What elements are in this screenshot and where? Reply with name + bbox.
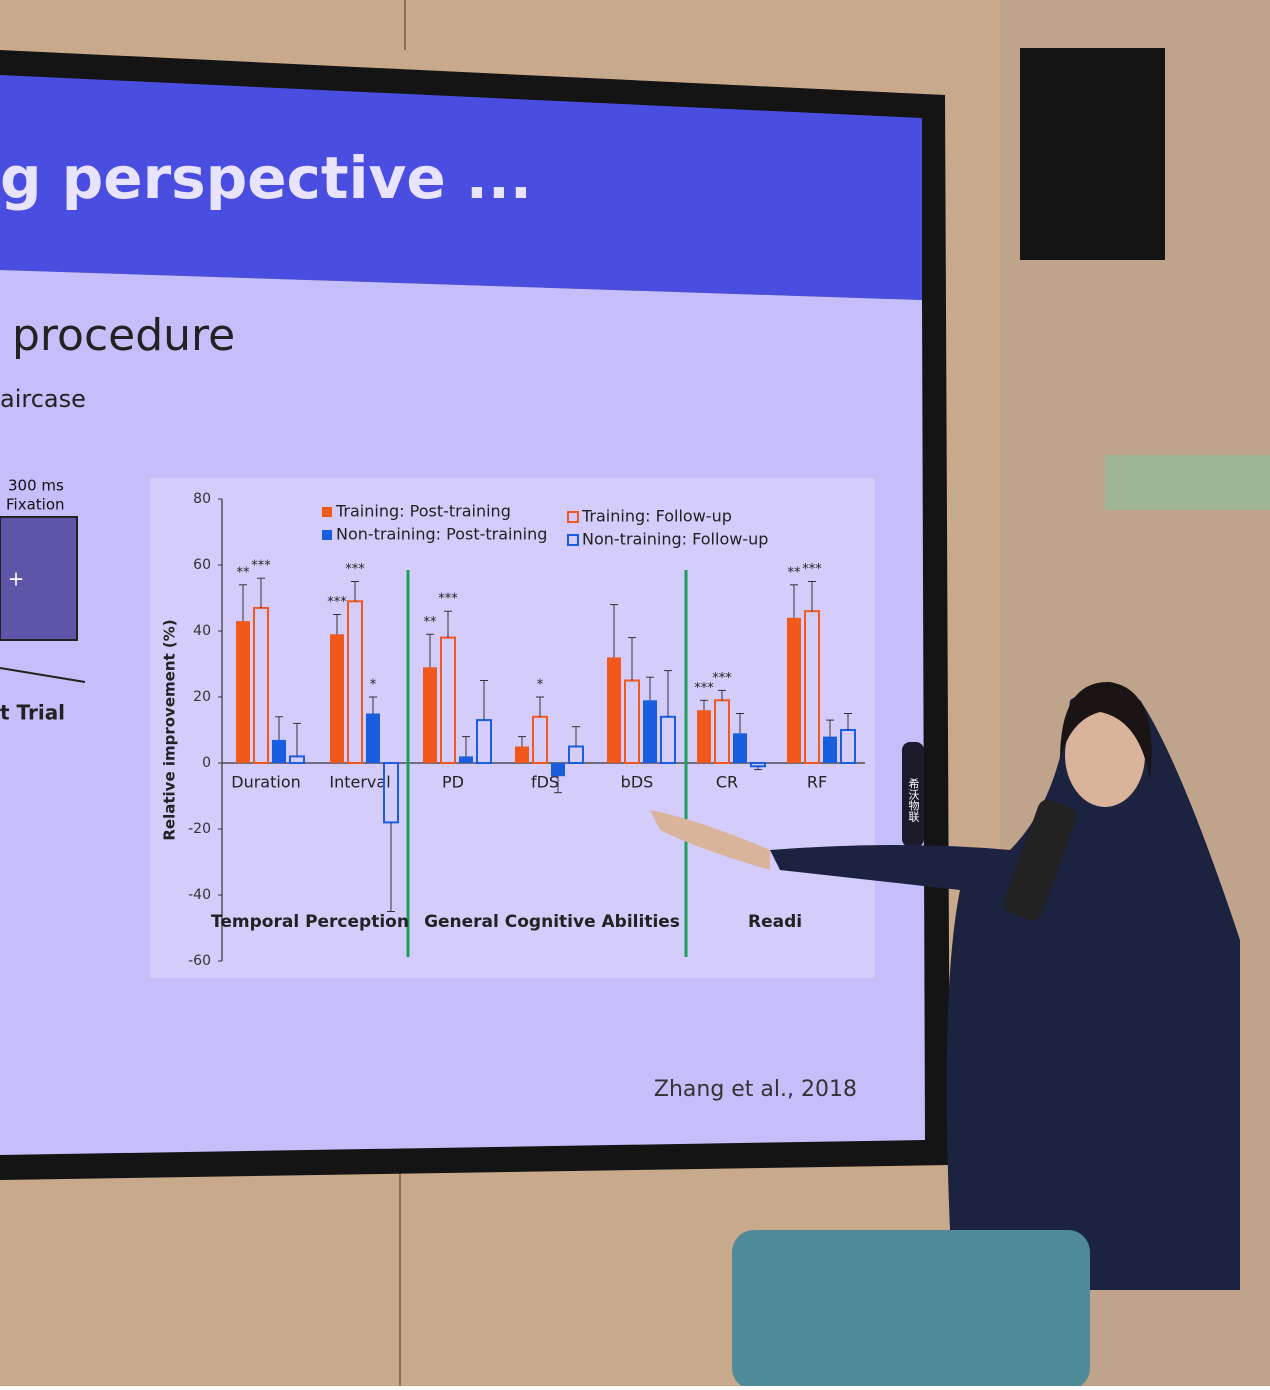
bar — [515, 746, 529, 763]
bar — [330, 634, 344, 763]
bar — [366, 713, 380, 763]
legend-label: Training: Post-training — [335, 502, 511, 521]
badge — [902, 742, 924, 847]
legend-swatch — [567, 534, 579, 546]
chart-panel — [150, 478, 875, 978]
significance: ** — [424, 615, 438, 630]
bar — [272, 739, 286, 763]
y-axis-title: Relative improvement (%) — [161, 619, 179, 840]
y-tick-label: -40 — [188, 887, 211, 903]
y-tick-label: 80 — [193, 491, 211, 507]
speaker-person — [770, 690, 1240, 1290]
bar — [787, 617, 801, 763]
significance: ** — [788, 565, 802, 580]
timeline-arrow — [0, 667, 86, 683]
citation: Zhang et al., 2018 — [654, 1077, 857, 1102]
speaker-hair — [1060, 681, 1152, 780]
slide-banner — [0, 75, 922, 300]
significance: *** — [712, 671, 732, 686]
speaker-face — [1065, 703, 1145, 807]
bar — [733, 733, 747, 763]
significance: *** — [694, 681, 714, 696]
bar — [823, 736, 837, 763]
bar — [607, 657, 621, 763]
y-tick-label: 40 — [193, 623, 211, 639]
speaker-hand — [650, 810, 770, 870]
significance: * — [537, 678, 544, 693]
fixation-screen — [0, 516, 78, 641]
significance: *** — [802, 562, 822, 577]
significance: ** — [237, 565, 251, 580]
x-tick-label: Duration — [231, 773, 301, 792]
significance: *** — [438, 592, 458, 607]
legend-label: Non-training: Post-training — [336, 525, 547, 544]
bar — [236, 621, 250, 763]
fixation-cross: + — [8, 567, 25, 591]
slide-heading: procedure — [12, 310, 235, 361]
chair — [732, 1230, 1090, 1390]
x-tick-label: Interval — [329, 773, 390, 792]
legend-label: Training: Follow-up — [581, 507, 732, 526]
microphone — [1003, 799, 1077, 921]
chart: -60 -40 -20 0 20 40 60 80 Relative improvement (… — [161, 491, 865, 969]
badge-text: 希沃物联 — [907, 777, 920, 823]
y-tick-label: 20 — [193, 689, 211, 705]
significance: * — [370, 678, 377, 693]
window — [1105, 455, 1270, 510]
bar — [643, 700, 657, 763]
x-tick-label: PD — [442, 773, 464, 792]
bar — [697, 710, 711, 763]
fixation-label: Fixation — [6, 496, 65, 514]
group-label: Readi — [748, 912, 802, 932]
legend-label: Non-training: Follow-up — [582, 530, 768, 549]
legend-swatch — [322, 507, 332, 517]
significance: *** — [345, 562, 365, 577]
trial-label: t Trial — [0, 701, 65, 725]
group-label: Temporal Perception — [211, 912, 409, 932]
y-tick-label: 0 — [202, 755, 211, 771]
x-tick-label: RF — [807, 773, 827, 792]
fixation-time: 300 ms — [8, 477, 64, 495]
significance: *** — [327, 595, 347, 610]
significance: *** — [251, 559, 271, 574]
x-tick-label: CR — [716, 773, 738, 792]
y-tick-label: -20 — [188, 821, 211, 837]
x-tick-label: fDS — [531, 773, 559, 792]
y-tick-label: 60 — [193, 557, 211, 573]
bar — [459, 756, 473, 763]
x-tick-label: bDS — [621, 773, 654, 792]
slide-subheading: aircase — [0, 385, 86, 413]
legend-swatch — [322, 530, 332, 540]
bar — [423, 667, 437, 763]
slide-title: g perspective ... — [0, 144, 532, 212]
speaker-box — [1020, 48, 1165, 260]
legend-swatch — [567, 511, 579, 523]
group-label: General Cognitive Abilities — [424, 912, 680, 932]
bar — [551, 763, 565, 777]
y-tick-label: -60 — [188, 953, 211, 969]
